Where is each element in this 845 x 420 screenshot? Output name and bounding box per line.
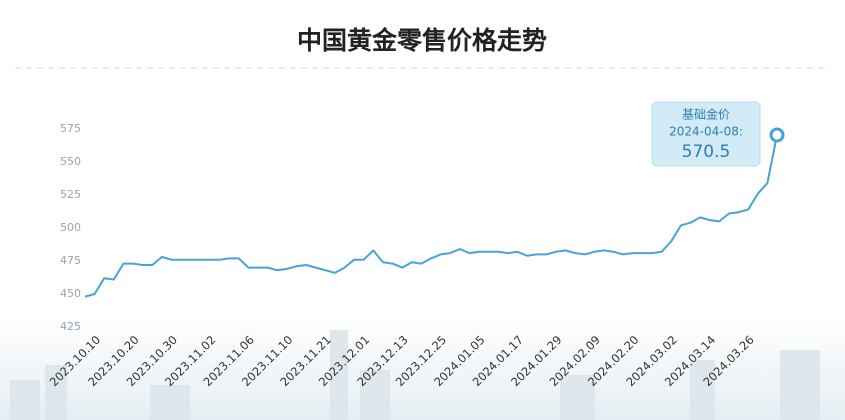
chart-title: 中国黄金零售价格走势 [297, 26, 547, 55]
tooltip-value: 570.5 [682, 142, 731, 162]
skyline [10, 330, 820, 420]
tooltip-box [651, 101, 761, 167]
y-tick-label: 500 [60, 221, 81, 234]
highlight-point [769, 127, 785, 143]
y-tick-label: 525 [60, 188, 81, 201]
y-tick-label: 550 [60, 155, 81, 168]
line [84, 134, 778, 298]
y-tick-label: 450 [60, 287, 81, 300]
tooltip-date: 2024-04-08: [669, 125, 743, 139]
y-tick-label: 425 [60, 320, 81, 333]
tooltip-series: 基础金价 [682, 107, 730, 122]
y-tick-label: 475 [60, 254, 81, 267]
y-tick-label: 575 [60, 122, 81, 135]
